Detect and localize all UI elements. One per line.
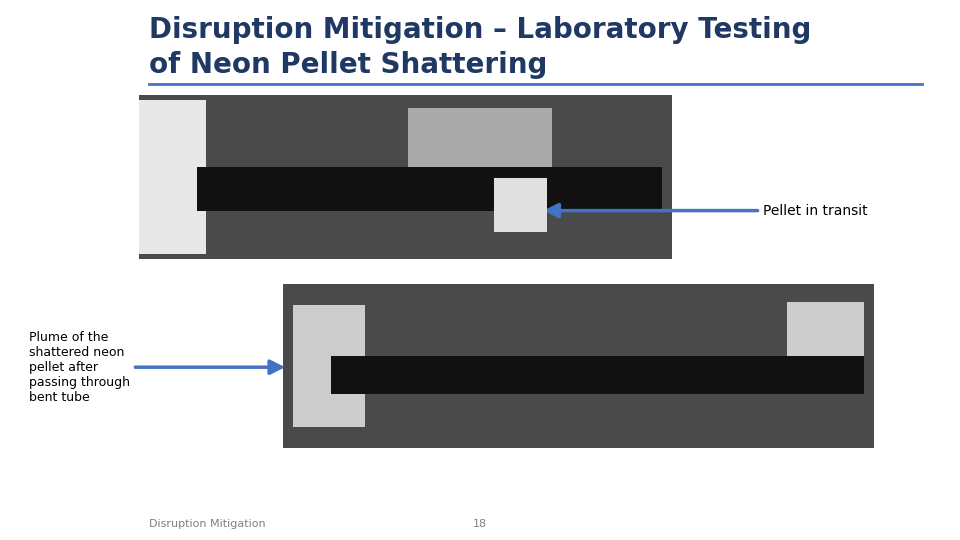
Bar xyxy=(283,284,874,448)
Text: Disruption Mitigation: Disruption Mitigation xyxy=(149,519,265,529)
Text: 18: 18 xyxy=(473,519,487,529)
Text: Pellet in transit: Pellet in transit xyxy=(547,204,868,218)
Bar xyxy=(293,305,365,427)
Text: Disruption Mitigation – Laboratory Testing
of Neon Pellet Shattering: Disruption Mitigation – Laboratory Testi… xyxy=(149,16,811,79)
Bar xyxy=(408,108,552,178)
Bar xyxy=(331,356,864,394)
Bar xyxy=(139,100,206,254)
Bar xyxy=(787,302,864,356)
Text: Plume of the
shattered neon
pellet after
passing through
bent tube: Plume of the shattered neon pellet after… xyxy=(29,330,281,404)
Bar xyxy=(139,94,672,259)
Bar xyxy=(494,178,547,232)
Bar xyxy=(197,167,662,211)
